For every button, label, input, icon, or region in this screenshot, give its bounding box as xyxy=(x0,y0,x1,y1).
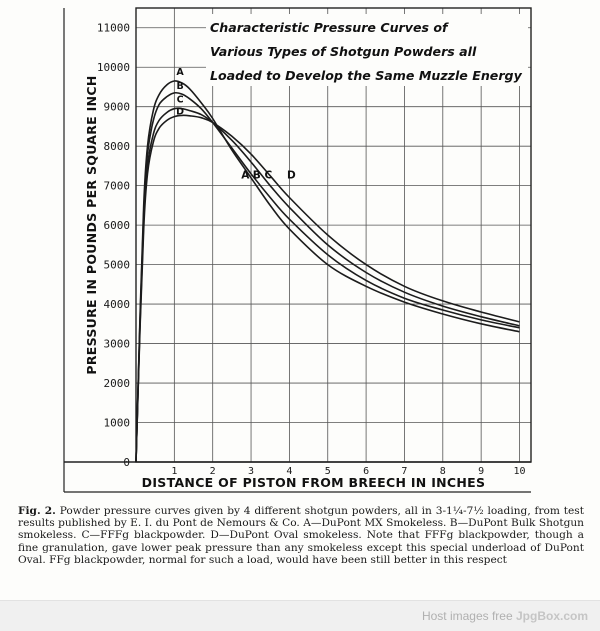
caption-text: Powder pressure curves given by 4 differ… xyxy=(18,505,584,566)
series-line-b xyxy=(135,91,520,463)
chart-title-line: Various Types of Shotgun Powders all xyxy=(210,44,477,59)
x-tick-label: 4 xyxy=(286,466,292,477)
footer-prefix: Host images free xyxy=(421,609,516,623)
series-line-d xyxy=(135,114,520,463)
x-tick-label: 6 xyxy=(363,466,369,477)
y-tick-label: 3000 xyxy=(104,338,131,351)
curve-label-b: B xyxy=(253,170,261,182)
x-tick-label: 2 xyxy=(210,466,216,477)
footer-brand: JpgBox.com xyxy=(515,609,588,623)
chart-title-line: Characteristic Pressure Curves of xyxy=(210,20,449,35)
y-tick-label: 7000 xyxy=(104,180,131,193)
pressure-chart: 0 1000 2000 3000 4000 5000 6000 7000 8000 9000 100… xyxy=(63,7,532,493)
x-tick-label: 3 xyxy=(248,466,254,477)
x-tick-label: 5 xyxy=(325,466,331,477)
y-tick-label: 10000 xyxy=(97,61,130,74)
y-tick-label: 0 xyxy=(123,456,130,469)
curve-label-c: C xyxy=(264,170,272,182)
x-axis-title: DISTANCE OF PISTON FROM BREECH IN INCHES xyxy=(142,475,486,490)
y-tick-label: 4000 xyxy=(104,298,131,311)
series-line-a xyxy=(135,80,520,463)
peak-label-d: D xyxy=(176,107,184,118)
title-box xyxy=(206,14,528,86)
peak-label-b: B xyxy=(176,81,183,92)
caption-lead: Fig. 2. xyxy=(18,505,56,517)
y-tick-label: 11000 xyxy=(97,22,130,35)
host-footer: Host images free JpgBox.com xyxy=(0,600,600,631)
y-tick-label: 5000 xyxy=(104,259,131,272)
curve-label-d: D xyxy=(287,170,296,182)
y-tick-label: 9000 xyxy=(104,101,131,114)
x-tick-label: 9 xyxy=(478,466,484,477)
x-tick-label: 7 xyxy=(401,466,407,477)
x-tick-label: 8 xyxy=(440,466,446,477)
x-tick-label: 10 xyxy=(513,466,525,477)
y-tick-label: 6000 xyxy=(104,219,131,232)
y-tick-label: 1000 xyxy=(104,417,131,430)
peak-label-a: A xyxy=(176,67,184,78)
chart-title-line: Loaded to Develop the Same Muzzle Energy xyxy=(210,68,523,83)
y-tick-label: 2000 xyxy=(104,377,131,390)
y-axis-title: PRESSURE IN POUNDS PER SQUARE INCH xyxy=(84,75,99,374)
y-tick-label: 8000 xyxy=(104,140,131,153)
series-line-c xyxy=(135,107,520,463)
peak-label-c: C xyxy=(177,95,184,106)
curve-label-a: A xyxy=(241,170,250,182)
figure-panel: 0 1000 2000 3000 4000 5000 6000 7000 8000 9000 100… xyxy=(18,7,584,566)
footer-link[interactable]: Host images free JpgBox.com xyxy=(422,609,588,623)
x-tick-label: 1 xyxy=(171,466,177,477)
figure-caption: Fig. 2. Powder pressure curves given by … xyxy=(18,505,584,566)
